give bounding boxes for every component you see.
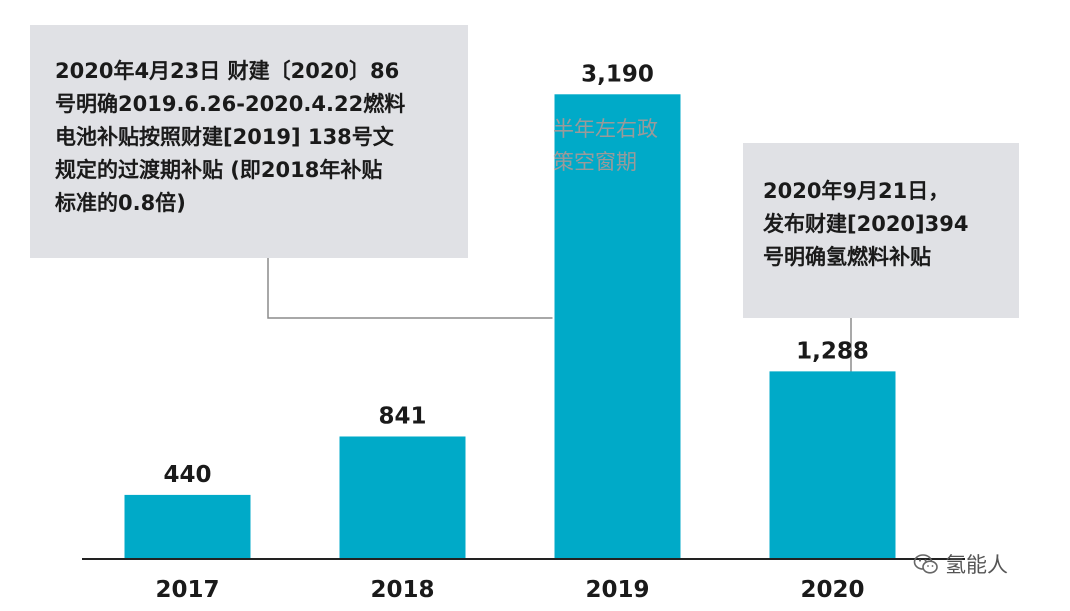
bar-2020 [769, 371, 896, 559]
callout-connectors [267, 258, 852, 376]
tick-label-2018: 2018 [370, 577, 434, 603]
callout-2019-subsidy-policy: 2020年4月23日 财建〔2020〕86 号明确2019.6.26-2020.… [30, 25, 468, 258]
x-tick-labels: 2017 2018 2019 2020 [155, 577, 864, 603]
callout-text-line: 2020年9月21日， [763, 179, 950, 203]
tick-label-2020: 2020 [800, 577, 864, 603]
callout-text-line: 2020年4月23日 财建〔2020〕86 [55, 59, 400, 83]
watermark-text: 氢能人 [945, 553, 1008, 577]
bar-2018 [339, 436, 466, 559]
bar-2017 [124, 494, 251, 559]
wechat-icon [913, 554, 938, 574]
value-label-2017: 440 [163, 462, 211, 488]
callout-text-line: 发布财建[2020]394 [763, 212, 969, 236]
callout-text-line: 标准的0.8倍) [55, 191, 186, 215]
callout-2020-subsidy-policy: 2020年9月21日， 发布财建[2020]394 号明确氢燃料补贴 [743, 143, 1019, 318]
tick-label-2017: 2017 [155, 577, 219, 603]
bar-2019 [554, 94, 681, 560]
note-text-line: 策空窗期 [553, 150, 637, 174]
policy-gap-note: 半年左右政 策空窗期 [553, 113, 658, 179]
watermark: 氢能人 [913, 549, 1008, 579]
value-label-2018: 841 [378, 403, 426, 429]
value-label-2019: 3,190 [581, 61, 654, 87]
note-text-line: 半年左右政 [553, 117, 658, 141]
callout-text-line: 电池补贴按照财建[2019] 138号文 [55, 125, 394, 149]
callout-text-line: 号明确2019.6.26-2020.4.22燃料 [55, 92, 406, 116]
value-label-2020: 1,288 [796, 338, 869, 364]
callout-text-line: 号明确氢燃料补贴 [763, 245, 931, 269]
connector-2019 [267, 258, 553, 319]
tick-label-2019: 2019 [585, 577, 649, 603]
bars [124, 94, 896, 560]
value-labels: 440 841 3,190 1,288 [163, 61, 868, 488]
callout-text-line: 规定的过渡期补贴 (即2018年补贴 [55, 158, 383, 182]
